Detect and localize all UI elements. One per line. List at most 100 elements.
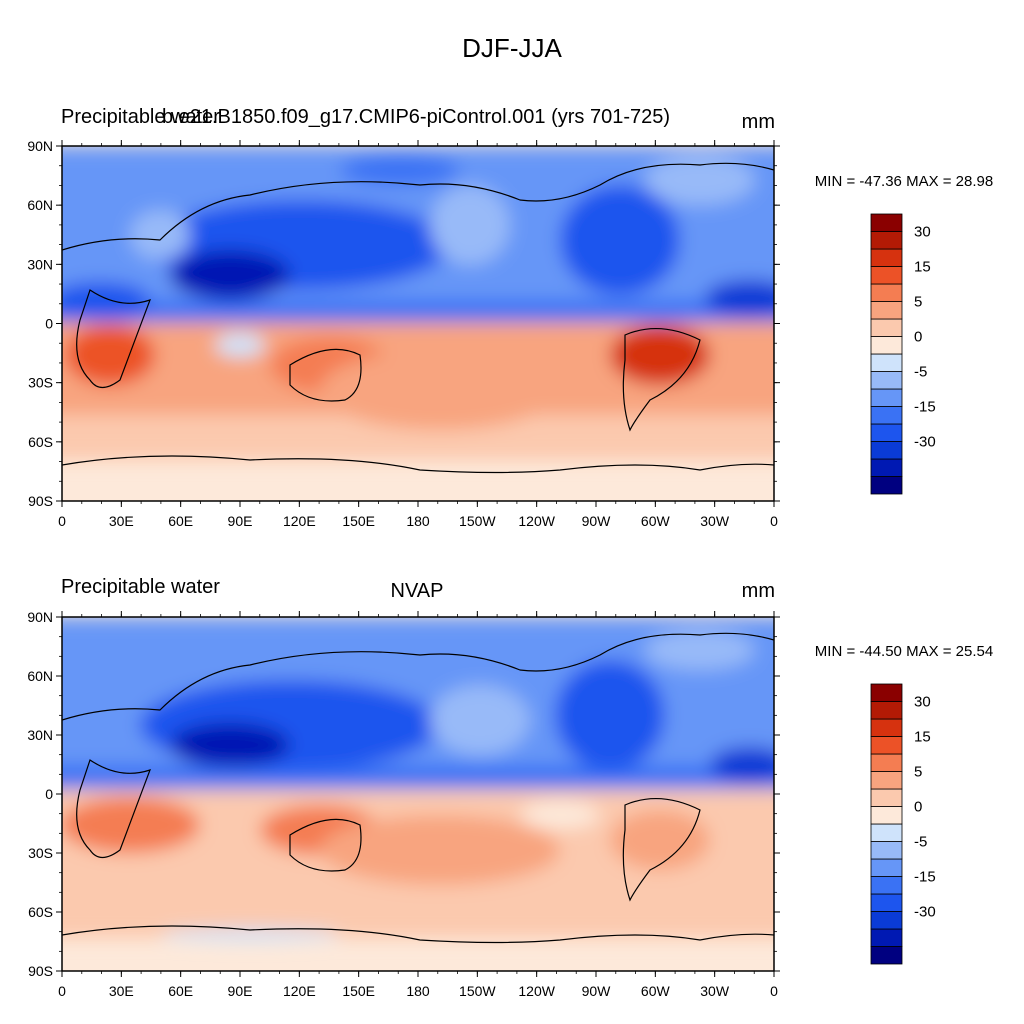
lat-tick-label: 0 [45,316,53,332]
colorbar-swatch [870,248,903,267]
lon-tick-label: 90E [228,513,253,529]
colorbar-swatch [870,301,903,320]
colorbar-swatch [870,771,903,790]
map-ticks: 90N 60N 30N 0 30S 60S 90S 0 30E 60E 90E 120E 150E 180… [27,609,780,999]
colorbar-label: -5 [914,364,927,381]
lon-tick-label: 30E [109,513,134,529]
lat-tick-label: 60N [27,668,53,684]
figure-title: DJF-JJA [462,33,562,63]
panel-units: mm [742,580,775,602]
colorbar-swatch [870,946,903,965]
colorbar-swatch [870,458,903,477]
colorbar-label: 15 [914,259,931,276]
colorbar-swatch [870,336,903,355]
panel-center-title: b.e21.B1850.f09_g17.CMIP6-piControl.001 … [162,106,670,128]
colorbar-swatch [870,406,903,425]
colorbar: 30 15 5 0 -5 -15 -30 [870,683,936,965]
lon-tick-label: 90W [582,513,612,529]
panel-center-title: NVAP [391,580,444,602]
colorbar-swatch [870,388,903,407]
lon-tick-label: 30E [109,983,134,999]
colorbar-swatch [870,371,903,390]
colorbar-label: -15 [914,869,936,886]
lat-tick-label: 30S [28,375,53,391]
panel-model: Precipitable water b.e21.B1850.f09_g17.C… [27,106,993,529]
map-field [62,617,774,971]
colorbar-swatch [870,858,903,877]
colorbar-label: 30 [914,224,931,241]
colorbar-label: 0 [914,799,922,816]
lon-tick-label: 0 [58,983,66,999]
lat-tick-label: 60S [28,434,53,450]
lon-tick-label: 0 [58,513,66,529]
lon-tick-label: 30W [700,513,730,529]
lon-tick-label: 60W [641,983,671,999]
colorbar-swatch [870,283,903,302]
stats-text: MIN = -47.36 MAX = 28.98 [815,173,993,190]
colorbar-swatch [870,788,903,807]
colorbar-swatch [870,911,903,930]
colorbar-swatch [870,476,903,495]
panel-units: mm [742,111,775,133]
colorbar-label: 0 [914,329,922,346]
lat-tick-label: 60S [28,904,53,920]
map-field [62,146,774,501]
colorbar-swatch [870,753,903,772]
colorbar-swatch [870,266,903,285]
colorbar-swatch [870,423,903,442]
coastlines [62,162,774,474]
lat-tick-label: 60N [27,197,53,213]
colorbar-label: 5 [914,764,922,781]
lon-tick-label: 90W [582,983,612,999]
colorbar-swatch [870,876,903,895]
lon-tick-label: 60E [168,983,193,999]
lon-tick-label: 60E [168,513,193,529]
colorbar-swatch [870,701,903,720]
colorbar-label: 30 [914,694,931,711]
colorbar-label: 15 [914,729,931,746]
lon-tick-label: 150E [342,513,375,529]
colorbar-label: -15 [914,399,936,416]
panel-left-title: Precipitable water [61,576,220,598]
colorbar-swatch [870,213,903,232]
coastlines [62,632,774,944]
colorbar-label: 5 [914,294,922,311]
lon-tick-label: 0 [770,513,778,529]
colorbar-swatch [870,736,903,755]
lon-tick-label: 30W [700,983,730,999]
colorbar-swatch [870,318,903,337]
lon-tick-label: 120W [518,513,555,529]
lat-tick-label: 90S [28,493,53,509]
colorbar-swatch [870,823,903,842]
lat-tick-label: 90N [27,138,53,154]
lat-tick-label: 30N [27,727,53,743]
colorbar-swatch [870,718,903,737]
lat-tick-label: 30N [27,256,53,272]
lat-tick-label: 90S [28,963,53,979]
lon-tick-label: 120W [518,983,555,999]
stats-text: MIN = -44.50 MAX = 25.54 [815,643,993,660]
panel-left-title: Precipitable water [61,106,220,128]
lon-tick-label: 180 [406,983,430,999]
lat-tick-label: 30S [28,845,53,861]
colorbar-label: -30 [914,904,936,921]
lat-tick-label: 90N [27,609,53,625]
colorbar-swatch [870,353,903,372]
colorbar-swatch [870,841,903,860]
lon-tick-label: 150W [459,513,496,529]
panel-obs: Precipitable water NVAP mm [27,576,993,999]
colorbar-swatch [870,806,903,825]
lon-tick-label: 180 [406,513,430,529]
lon-tick-label: 60W [641,513,671,529]
colorbar-swatch [870,231,903,250]
lon-tick-label: 150E [342,983,375,999]
colorbar-label: -5 [914,834,927,851]
lon-tick-label: 150W [459,983,496,999]
lon-tick-label: 90E [228,983,253,999]
colorbar-swatch [870,928,903,947]
colorbar-swatch [870,683,903,702]
map-ticks: 90N 60N 30N 0 30S 60S 90S 0 30E 60E 90E 120E 150E 180… [27,138,780,529]
lat-tick-label: 0 [45,786,53,802]
colorbar-swatch [870,893,903,912]
